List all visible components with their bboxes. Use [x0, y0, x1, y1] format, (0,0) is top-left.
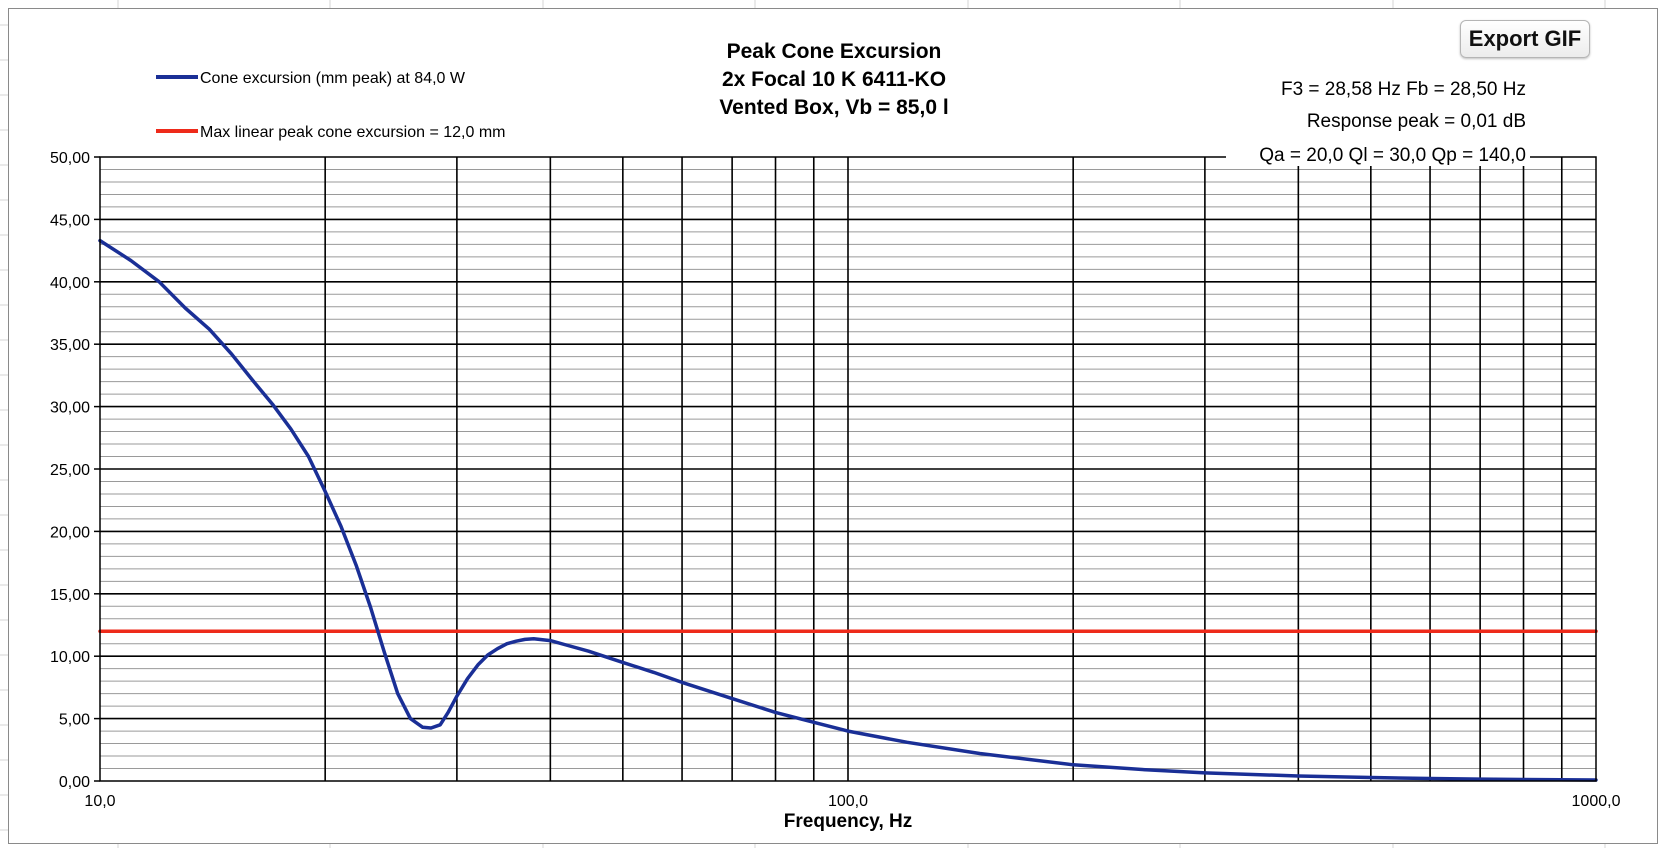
x-axis-label: Frequency, Hz	[784, 811, 912, 832]
info-q-values: Qa = 20,0 Ql = 30,0 Qp = 140,0	[1259, 145, 1526, 166]
export-gif-button[interactable]: Export GIF	[1460, 20, 1590, 58]
y-tick-label: 15,00	[50, 587, 90, 604]
y-tick-label: 40,00	[50, 275, 90, 292]
y-tick-label: 50,00	[50, 150, 90, 167]
x-tick-label: 10,0	[84, 793, 115, 810]
info-q-background	[1226, 140, 1530, 166]
y-tick-label: 45,00	[50, 212, 90, 229]
chart-title-line-1: Peak Cone Excursion	[727, 40, 942, 63]
box-info-panel: F3 = 28,58 Hz Fb = 28,50 Hz Response pea…	[1226, 79, 1530, 166]
x-axis-tick-labels: 10,0 100,0 1000,0	[84, 793, 1620, 810]
series-layer	[98, 238, 1598, 782]
y-tick-label: 5,00	[59, 712, 90, 729]
y-tick-label: 20,00	[50, 524, 90, 541]
x-tick-label: 1000,0	[1572, 793, 1621, 810]
major-gridlines	[100, 157, 1596, 781]
x-tick-label: 100,0	[828, 793, 868, 810]
chart-title-line-2: 2x Focal 10 K 6411-KO	[722, 68, 946, 91]
y-axis-tick-labels: 0,00 5,00 10,00 15,00 20,00 25,00 30,00 35,00 40…	[50, 150, 100, 791]
legend-label-max-linear: Max linear peak cone excursion = 12,0 mm	[200, 124, 505, 141]
chart-title-line-3: Vented Box, Vb = 85,0 l	[719, 96, 948, 119]
info-f3-fb: F3 = 28,58 Hz Fb = 28,50 Hz	[1281, 79, 1526, 100]
series-line-cone-excursion	[98, 238, 1598, 782]
info-response-peak: Response peak = 0,01 dB	[1307, 111, 1526, 132]
y-tick-label: 30,00	[50, 400, 90, 417]
y-tick-label: 0,00	[59, 774, 90, 791]
legend-label-excursion: Cone excursion (mm peak) at 84,0 W	[200, 70, 466, 87]
y-tick-label: 35,00	[50, 337, 90, 354]
y-tick-label: 10,00	[50, 649, 90, 666]
y-tick-label: 25,00	[50, 462, 90, 479]
legend: Cone excursion (mm peak) at 84,0 W Max l…	[156, 70, 505, 141]
